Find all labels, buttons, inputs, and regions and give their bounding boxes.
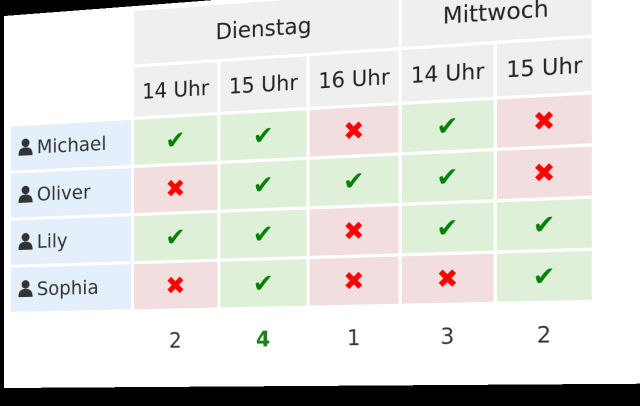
time-header: 15 Uhr bbox=[496, 37, 592, 97]
participant-name-cell: Sophia bbox=[10, 264, 131, 312]
vote-cell-no[interactable]: ✖ bbox=[401, 253, 494, 304]
check-icon: ✔ bbox=[252, 268, 274, 299]
vote-cell-no[interactable]: ✖ bbox=[496, 94, 592, 148]
total-count: 3 bbox=[401, 305, 494, 368]
user-icon bbox=[18, 279, 33, 298]
participant-name: Lily bbox=[36, 229, 68, 253]
participant-name-cell: Michael bbox=[10, 119, 131, 171]
total-count: 2 bbox=[133, 310, 218, 370]
total-count: 2 bbox=[496, 303, 592, 367]
user-icon bbox=[18, 137, 33, 156]
check-icon: ✔ bbox=[343, 165, 365, 197]
cross-icon: ✖ bbox=[343, 266, 365, 297]
time-header: 16 Uhr bbox=[309, 50, 399, 107]
corner-cell bbox=[10, 67, 131, 124]
cross-icon: ✖ bbox=[165, 270, 186, 301]
time-header: 15 Uhr bbox=[220, 56, 307, 112]
cross-icon: ✖ bbox=[436, 263, 459, 295]
vote-cell-yes[interactable]: ✔ bbox=[496, 250, 592, 302]
vote-cell-yes[interactable]: ✔ bbox=[220, 209, 307, 259]
check-icon: ✔ bbox=[436, 212, 459, 244]
cross-icon: ✖ bbox=[343, 215, 365, 247]
vote-cell-yes[interactable]: ✔ bbox=[401, 202, 494, 254]
check-icon: ✔ bbox=[532, 208, 556, 241]
time-header: 14 Uhr bbox=[401, 44, 494, 102]
check-icon: ✔ bbox=[436, 110, 459, 142]
participant-row: Lily ✔ ✔ ✖ ✔ ✔ bbox=[10, 198, 592, 265]
poll-table: Dienstag Mittwoch 14 Uhr 15 Uhr 16 Uhr 1… bbox=[8, 0, 596, 374]
total-count-best: 4 bbox=[220, 308, 307, 369]
poll-card: Dienstag Mittwoch 14 Uhr 15 Uhr 16 Uhr 1… bbox=[4, 0, 640, 389]
cross-icon: ✖ bbox=[165, 173, 186, 204]
vote-cell-yes[interactable]: ✔ bbox=[401, 151, 494, 203]
vote-cell-yes[interactable]: ✔ bbox=[401, 99, 494, 153]
totals-row: 2 4 1 3 2 bbox=[10, 303, 592, 371]
vote-cell-no[interactable]: ✖ bbox=[309, 206, 399, 256]
participant-name: Michael bbox=[36, 132, 107, 159]
vote-cell-yes[interactable]: ✔ bbox=[220, 259, 307, 308]
time-header: 14 Uhr bbox=[133, 62, 218, 117]
vote-cell-yes[interactable]: ✔ bbox=[133, 115, 218, 165]
participant-row: Michael ✔ ✔ ✖ ✔ ✖ bbox=[10, 94, 592, 171]
vote-cell-yes[interactable]: ✔ bbox=[220, 110, 307, 161]
vote-cell-yes[interactable]: ✔ bbox=[133, 212, 218, 262]
participant-row: Oliver ✖ ✔ ✔ ✔ ✖ bbox=[10, 146, 592, 218]
vote-cell-no[interactable]: ✖ bbox=[309, 105, 399, 157]
participant-name: Sophia bbox=[36, 276, 99, 301]
vote-cell-yes[interactable]: ✔ bbox=[309, 155, 399, 207]
check-icon: ✔ bbox=[532, 260, 556, 293]
check-icon: ✔ bbox=[252, 169, 274, 201]
totals-label-cell bbox=[10, 312, 131, 371]
vote-cell-yes[interactable]: ✔ bbox=[496, 198, 592, 251]
vote-cell-no[interactable]: ✖ bbox=[133, 261, 218, 310]
cross-icon: ✖ bbox=[532, 157, 556, 189]
participant-name-cell: Oliver bbox=[10, 168, 131, 218]
user-icon bbox=[18, 185, 33, 204]
check-icon: ✔ bbox=[252, 120, 274, 151]
user-icon bbox=[18, 232, 33, 251]
check-icon: ✔ bbox=[165, 125, 186, 156]
participant-name: Oliver bbox=[36, 181, 91, 206]
vote-cell-no[interactable]: ✖ bbox=[133, 164, 218, 214]
vote-cell-no[interactable]: ✖ bbox=[496, 146, 592, 200]
check-icon: ✔ bbox=[165, 222, 186, 252]
corner-cell bbox=[10, 11, 131, 73]
participant-row: Sophia ✖ ✔ ✖ ✖ ✔ bbox=[10, 250, 592, 312]
check-icon: ✔ bbox=[252, 219, 274, 250]
participant-name-cell: Lily bbox=[10, 216, 131, 265]
check-icon: ✔ bbox=[436, 161, 459, 193]
total-count: 1 bbox=[309, 306, 399, 368]
cross-icon: ✖ bbox=[343, 115, 365, 147]
vote-cell-yes[interactable]: ✔ bbox=[220, 159, 307, 210]
cross-icon: ✖ bbox=[532, 105, 556, 138]
vote-cell-no[interactable]: ✖ bbox=[309, 256, 399, 306]
